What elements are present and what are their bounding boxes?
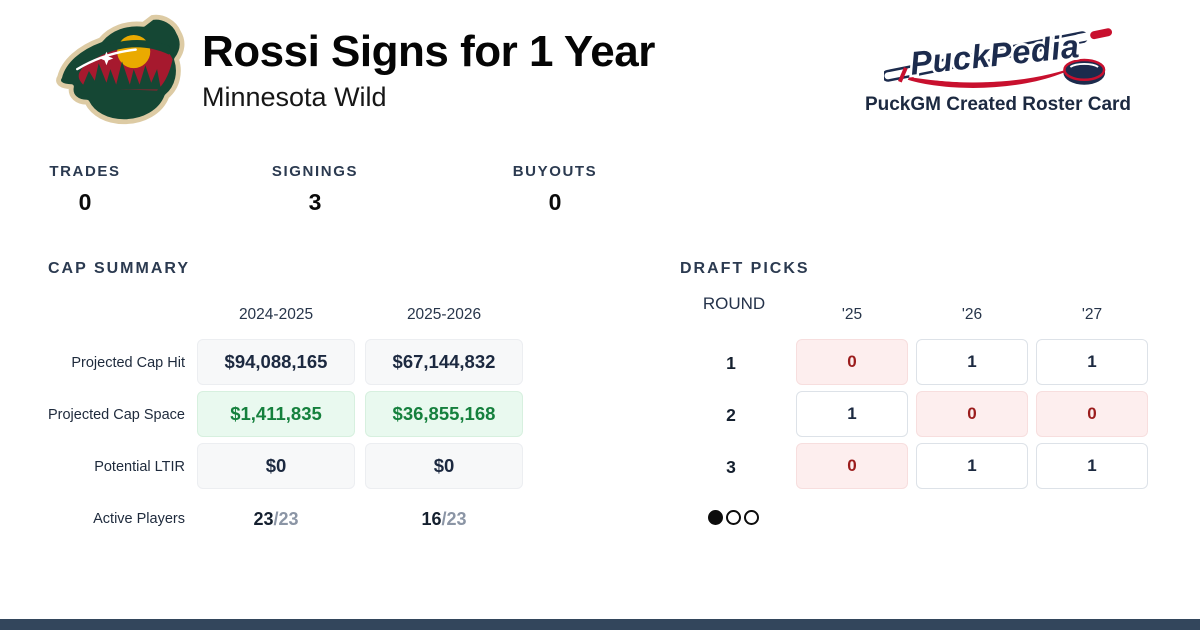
pagination-dot-1[interactable]	[708, 510, 723, 525]
round-column-header: ROUND	[702, 294, 766, 313]
stat-signings: SIGNINGS 3	[272, 163, 358, 216]
cap-value-hit-2025: $67,144,832	[365, 339, 523, 385]
active-players-2024: 23/23	[253, 509, 298, 530]
cap-column-header-2025-2026: 2025-2026	[406, 306, 482, 323]
cap-row-label-projected-cap-hit: Projected Cap Hit	[71, 355, 185, 371]
pick-cell-r2-25: 1	[796, 391, 908, 437]
team-name: Minnesota Wild	[202, 82, 387, 112]
pick-cell-r3-26: 1	[916, 443, 1028, 489]
stat-trades-label: TRADES	[49, 163, 121, 180]
cap-value-space-2025: $36,855,168	[365, 391, 523, 437]
draft-picks-heading: DRAFT PICKS	[680, 260, 810, 277]
pagination-dot-3[interactable]	[744, 510, 759, 525]
stat-signings-label: SIGNINGS	[271, 163, 359, 180]
active-players-2025-total: /23	[441, 509, 467, 529]
round-number-1: 1	[726, 353, 736, 373]
round-number-2: 2	[726, 405, 736, 425]
active-players-2024-current: 23	[253, 509, 274, 529]
draft-column-header-27: '27	[1081, 306, 1103, 323]
pick-cell-r1-26: 1	[916, 339, 1028, 385]
stat-buyouts-value: 0	[548, 189, 562, 215]
cap-column-header-2024-2025: 2024-2025	[238, 306, 314, 323]
pick-cell-r1-27: 1	[1036, 339, 1148, 385]
stat-buyouts-label: BUYOUTS	[512, 163, 598, 180]
brand-block: PuckPedia PuckGM Created Roster Card	[838, 22, 1158, 116]
stat-signings-value: 3	[308, 189, 322, 215]
cap-row-label-projected-cap-space: Projected Cap Space	[47, 407, 185, 423]
title-block: Rossi Signs for 1 Year Minnesota Wild	[202, 30, 655, 113]
pick-cell-r3-27: 1	[1036, 443, 1148, 489]
page-title: Rossi Signs for 1 Year	[202, 27, 655, 76]
active-players-2025: 16/23	[421, 509, 466, 530]
pick-cell-r1-25: 0	[796, 339, 908, 385]
cap-summary-heading: CAP SUMMARY	[48, 260, 191, 277]
stat-trades: TRADES 0	[49, 163, 120, 216]
cap-value-ltir-2024: $0	[197, 443, 355, 489]
pick-cell-r2-26: 0	[916, 391, 1028, 437]
draft-column-header-25: '25	[841, 306, 863, 323]
cap-value-ltir-2025: $0	[365, 443, 523, 489]
active-players-2025-current: 16	[421, 509, 442, 529]
stat-trades-value: 0	[78, 189, 92, 215]
puckpedia-logo-icon: PuckPedia	[884, 25, 1112, 88]
cap-value-space-2024: $1,411,835	[197, 391, 355, 437]
pagination-dot-2[interactable]	[726, 510, 741, 525]
pick-cell-r2-27: 0	[1036, 391, 1148, 437]
footer-accent-bar	[0, 619, 1200, 630]
cap-row-label-active-players: Active Players	[93, 511, 185, 527]
stat-buyouts: BUYOUTS 0	[513, 163, 598, 216]
cap-row-label-potential-ltir: Potential LTIR	[94, 459, 185, 475]
brand-tagline: PuckGM Created Roster Card	[864, 94, 1132, 115]
draft-column-header-26: '26	[961, 306, 983, 323]
active-players-2024-total: /23	[273, 509, 299, 529]
minnesota-wild-logo-icon	[56, 14, 185, 125]
pagination-dots	[708, 510, 759, 525]
cap-value-hit-2024: $94,088,165	[197, 339, 355, 385]
pick-cell-r3-25: 0	[796, 443, 908, 489]
round-number-3: 3	[726, 457, 736, 477]
